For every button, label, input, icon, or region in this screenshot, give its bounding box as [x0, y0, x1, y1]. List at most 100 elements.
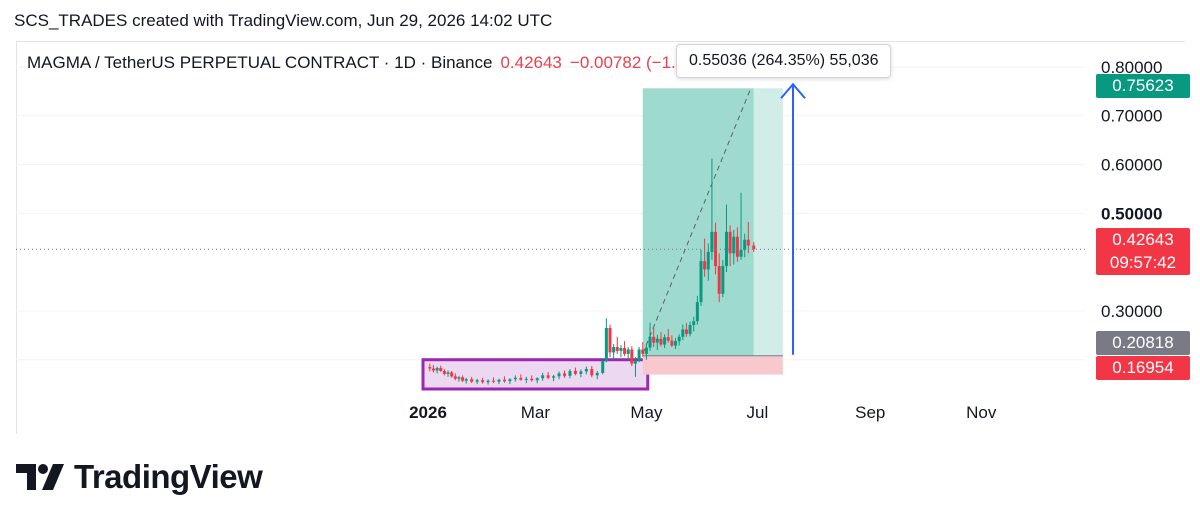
candle-body — [612, 347, 616, 353]
candle-body — [728, 231, 732, 254]
candle-body — [475, 380, 479, 382]
bar-countdown: 09:57:42 — [1109, 253, 1177, 272]
stop-price-tag: 0.16954 — [1096, 356, 1190, 380]
candle-body — [546, 375, 550, 378]
candle-body — [663, 337, 667, 345]
candle-body — [446, 372, 450, 374]
candle-body — [604, 328, 608, 362]
candle-body — [502, 379, 506, 382]
time-axis-label: May — [630, 403, 663, 422]
candle-body — [428, 367, 432, 369]
candle-body — [519, 377, 523, 380]
candle-body — [486, 380, 490, 383]
candle-body — [644, 347, 648, 354]
last-price-value: 0.42643 — [500, 53, 562, 72]
range-box — [421, 358, 650, 391]
chart-grid — [16, 66, 1085, 361]
candle-body — [641, 349, 645, 354]
tradingview-logo[interactable]: TradingView — [16, 458, 263, 496]
candle-body — [481, 380, 485, 383]
profit-zone — [753, 88, 783, 356]
candle-body — [557, 373, 561, 377]
last-price-tag-value: 0.42643 — [1112, 230, 1174, 249]
candle-body — [677, 336, 681, 342]
loss-zone — [642, 355, 783, 375]
candle-body — [743, 239, 747, 250]
candle-body — [721, 266, 725, 294]
candle-body — [710, 231, 714, 252]
candle-body — [492, 380, 496, 382]
symbol-header: MAGMA / TetherUS PERPETUAL CONTRACT · 1D… — [27, 53, 715, 73]
candle-body — [688, 325, 692, 334]
time-axis-label: 2026 — [409, 403, 447, 422]
candle-body — [563, 373, 566, 376]
candle-body — [670, 340, 674, 346]
time-axis-label: Nov — [966, 403, 997, 422]
chart-overlay — [16, 82, 1085, 355]
candle-body — [717, 266, 721, 294]
candle-body — [584, 368, 588, 372]
candle-body — [681, 329, 685, 337]
candle-body — [626, 349, 630, 354]
candle-body — [684, 329, 688, 334]
candle-body — [637, 349, 641, 361]
candle-body — [633, 360, 637, 364]
candle-body — [659, 338, 663, 345]
time-axis: 2026 Mar May Jul Sep Nov — [409, 403, 997, 422]
time-axis-label: Jul — [747, 403, 769, 422]
chart-frame — [16, 41, 1185, 434]
candle-body — [739, 249, 743, 257]
candle-body — [746, 239, 750, 246]
price-axis-label: 0.30000 — [1101, 302, 1162, 321]
candle-body — [435, 368, 439, 371]
candle-body — [674, 341, 678, 346]
price-axis: 0.80000 0.70000 0.60000 0.50000 0.30000 — [1101, 58, 1162, 321]
candle-body — [590, 368, 594, 376]
candle-body — [508, 379, 512, 382]
candle-body — [601, 361, 605, 373]
candlestick-series — [428, 158, 756, 385]
tradingview-logo-icon — [16, 464, 64, 490]
candle-body — [442, 370, 446, 374]
candle-body — [732, 236, 736, 254]
measure-label[interactable]: 0.55036 (264.35%) 55,036 — [676, 44, 892, 78]
candle-body — [648, 336, 652, 348]
entry-price-tag: 0.20818 — [1096, 331, 1190, 355]
candle-body — [666, 337, 670, 341]
candle-body — [453, 376, 457, 379]
candle-body — [579, 371, 583, 374]
candle-body — [439, 368, 443, 371]
measure-arrow-head — [780, 82, 806, 99]
time-axis-label: Sep — [855, 403, 885, 422]
range-box-rect — [421, 358, 650, 391]
long-position-tool — [642, 88, 783, 375]
chart-attribution: SCS_TRADES created with TradingView.com,… — [14, 11, 553, 30]
candle-body — [699, 261, 703, 303]
candle-body — [695, 302, 699, 322]
candle-body — [692, 321, 696, 326]
candle-body — [450, 372, 454, 377]
candle-body — [524, 378, 528, 380]
candle-body — [497, 379, 501, 382]
candle-body — [535, 378, 539, 381]
candle-body — [457, 377, 461, 379]
candle-body — [513, 377, 517, 380]
price-axis-label: 0.50000 — [1101, 204, 1162, 223]
price-axis-label: 0.60000 — [1101, 156, 1162, 175]
candle-body — [652, 336, 656, 343]
candle-body — [724, 231, 728, 267]
candle-body — [530, 378, 534, 381]
candle-body — [461, 377, 465, 381]
candle-body — [706, 251, 710, 270]
candle-body — [703, 261, 707, 270]
candle-body — [568, 370, 572, 376]
candle-body — [752, 245, 756, 250]
candle-body — [470, 379, 474, 382]
candle-body — [619, 348, 623, 351]
time-axis-label: Mar — [521, 403, 551, 422]
candle-body — [464, 379, 468, 381]
tradingview-wordmark: TradingView — [74, 458, 263, 495]
price-axis-label: 0.70000 — [1101, 107, 1162, 126]
candle-body — [608, 328, 612, 353]
